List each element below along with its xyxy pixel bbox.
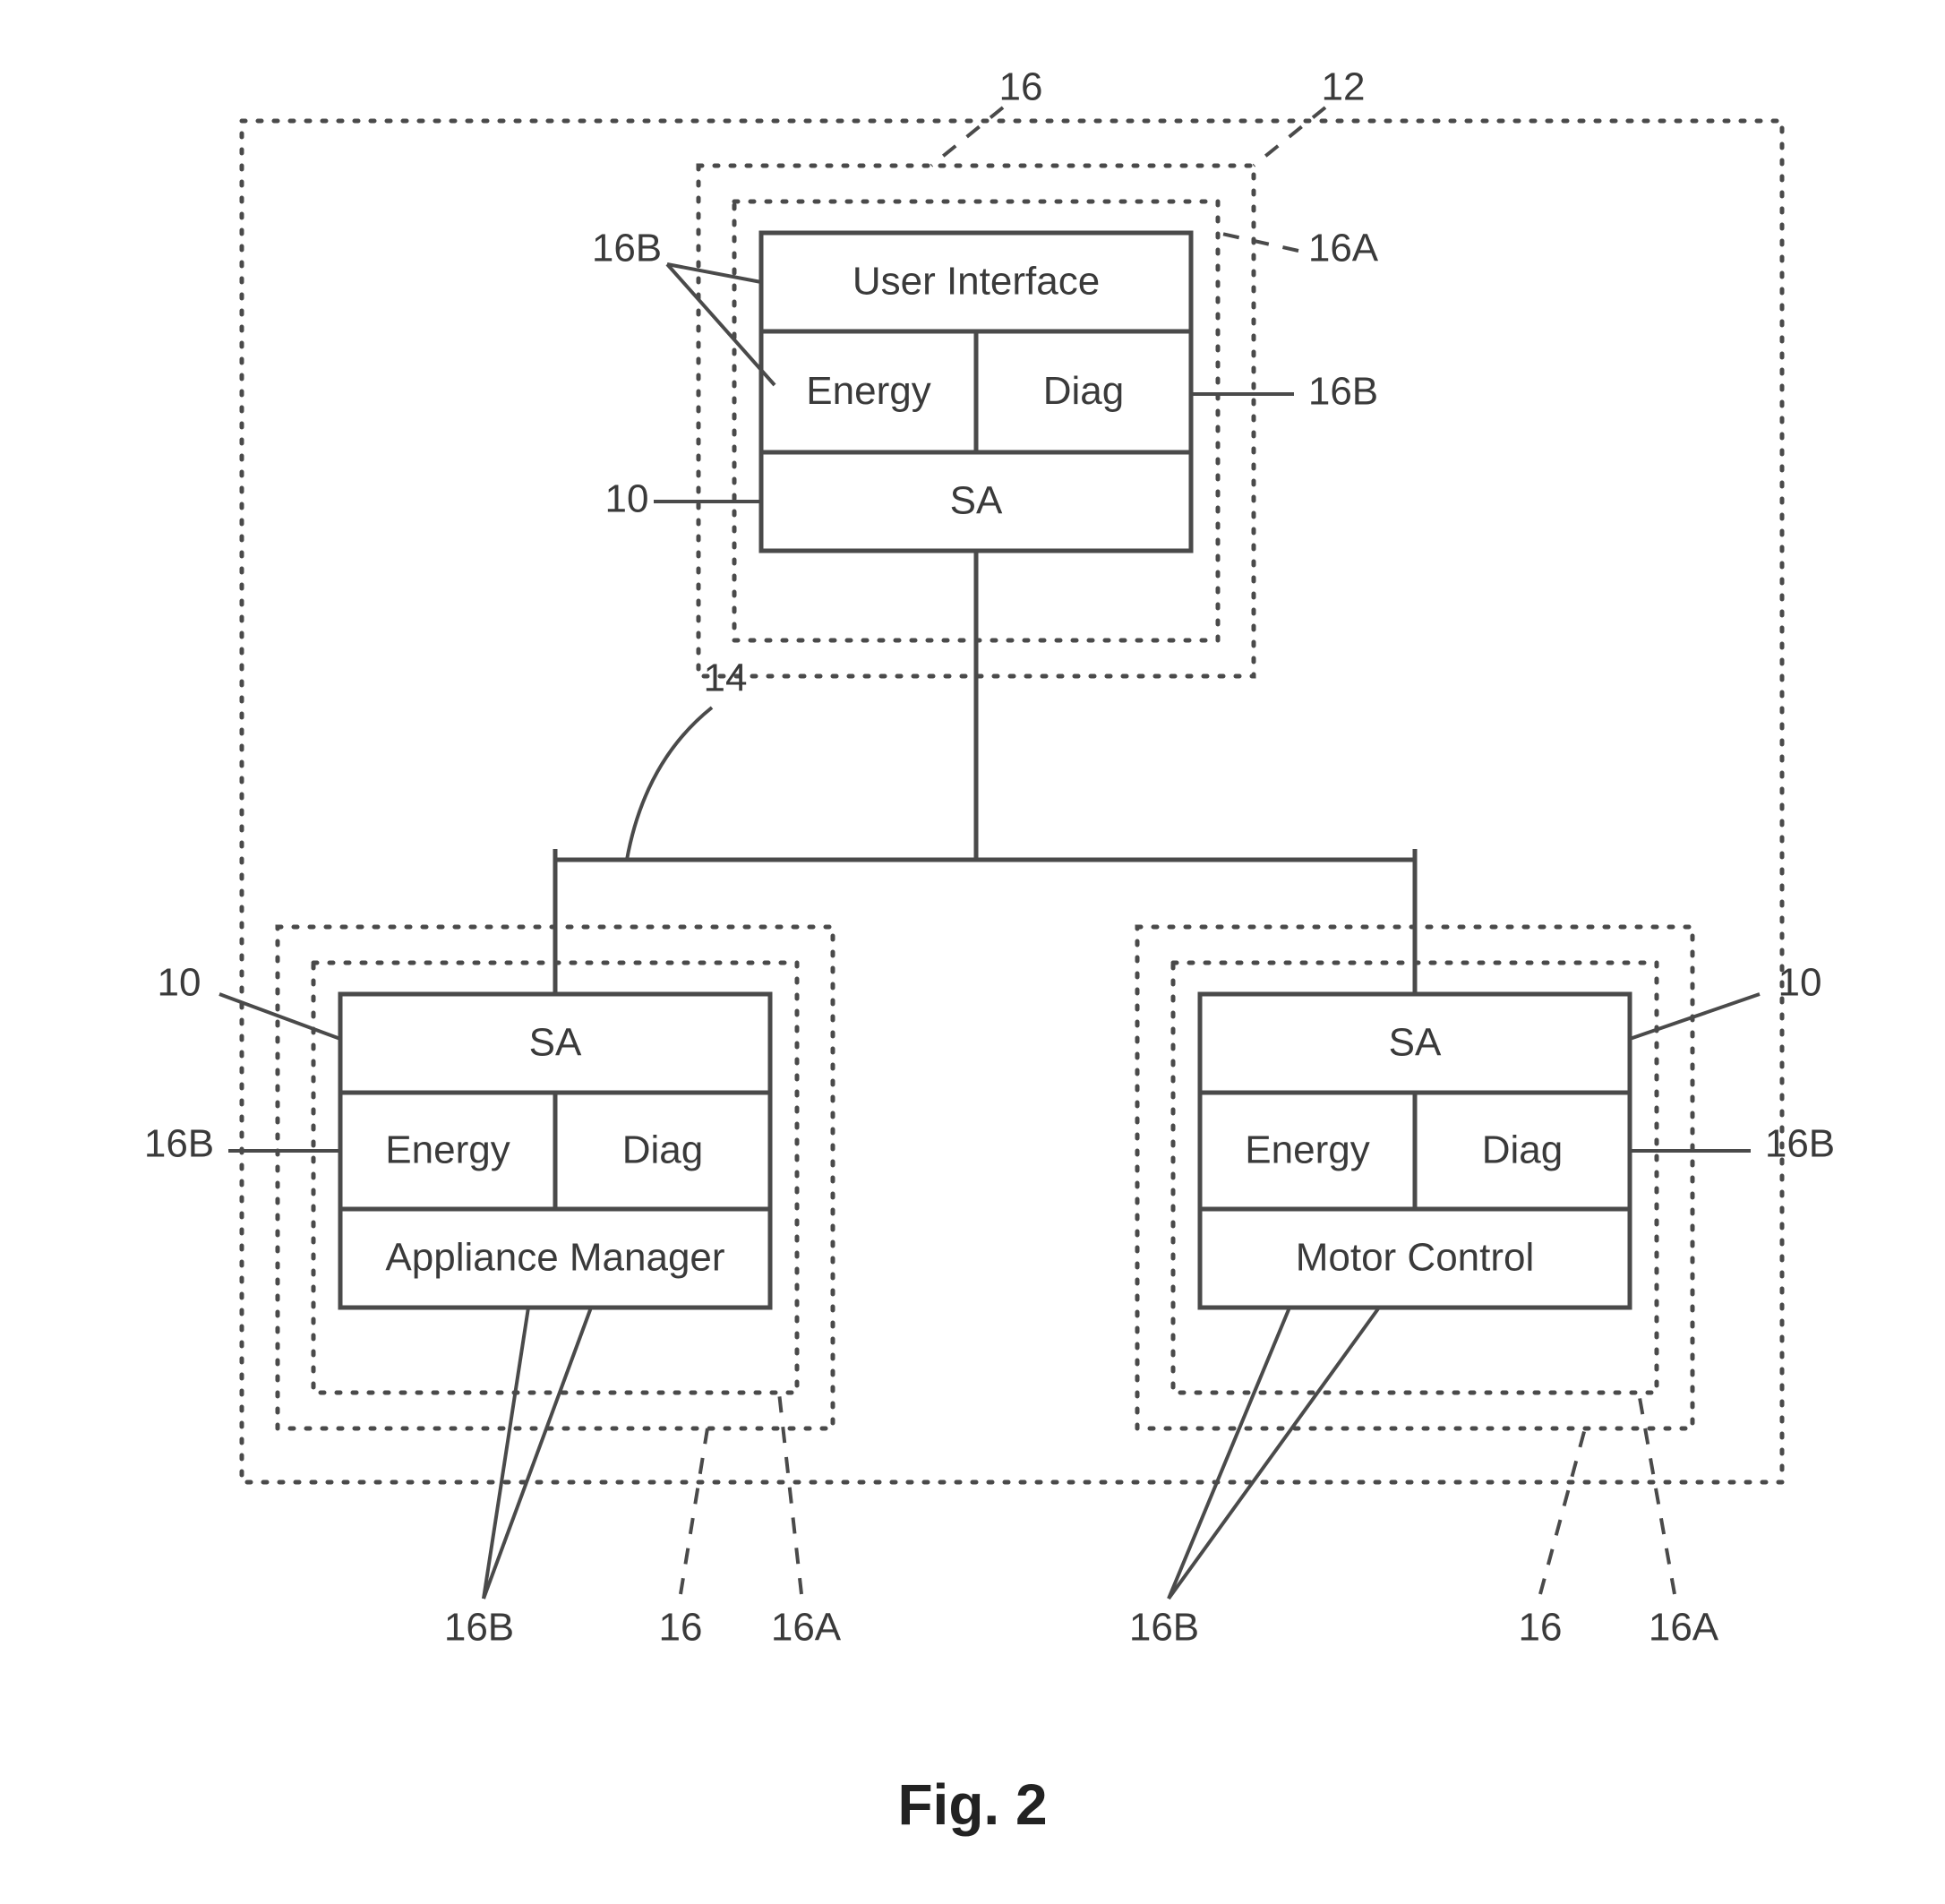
- lbl-16A-bl: 16A: [771, 1606, 842, 1650]
- lbl-16B-r: 16B: [1765, 1122, 1835, 1166]
- right-energy-cell-label: Energy: [1245, 1128, 1369, 1172]
- ld-16-bl: [681, 1428, 707, 1594]
- lbl-16-bl: 16: [659, 1606, 703, 1650]
- lbl-16B-l: 16B: [144, 1122, 214, 1166]
- lbl-16-br: 16: [1519, 1606, 1563, 1650]
- ld-16B-bl-2: [484, 1308, 591, 1599]
- top-ui-cell-label: User Interface: [853, 260, 1100, 304]
- ld-16-br: [1540, 1428, 1585, 1594]
- lbl-16B-br: 16B: [1129, 1606, 1199, 1650]
- left-appmgr-cell-label: Appliance Manager: [385, 1236, 724, 1280]
- top-energy-cell-label: Energy: [806, 369, 930, 413]
- ld-16A-bl: [779, 1393, 801, 1594]
- lbl-16A-top: 16A: [1308, 227, 1379, 270]
- right-sa-cell-label: SA: [1389, 1021, 1442, 1065]
- left-energy-cell-label: Energy: [385, 1128, 510, 1172]
- lbl-16A-br: 16A: [1649, 1606, 1719, 1650]
- figure-caption: Fig. 2: [897, 1772, 1047, 1837]
- top-diag-cell-label: Diag: [1043, 369, 1125, 413]
- lbl-10-r: 10: [1778, 961, 1822, 1005]
- ld-10-l: [219, 994, 340, 1039]
- lbl-14: 14: [704, 656, 748, 700]
- lbl-12: 12: [1322, 65, 1366, 109]
- ld-16B-bl-1: [484, 1308, 528, 1599]
- ld-16B-br-1: [1169, 1308, 1290, 1599]
- ld-16B-br-2: [1169, 1308, 1379, 1599]
- right-motor-cell-label: Motor Control: [1296, 1236, 1535, 1280]
- ld-14: [627, 708, 712, 860]
- left-sa-cell-label: SA: [529, 1021, 582, 1065]
- right-diag-cell-label: Diag: [1482, 1128, 1564, 1172]
- lbl-16-top: 16: [999, 65, 1043, 109]
- ld-12: [1254, 107, 1325, 166]
- lbl-10-top: 10: [605, 477, 649, 521]
- ld-16A-top: [1218, 233, 1298, 251]
- ld-16-top: [931, 107, 1003, 166]
- lbl-16B-bl: 16B: [444, 1606, 514, 1650]
- top-sa-cell-label: SA: [950, 479, 1003, 523]
- left-diag-cell-label: Diag: [622, 1128, 704, 1172]
- lbl-16B-top: 16B: [592, 227, 662, 270]
- lbl-10-l: 10: [158, 961, 201, 1005]
- ld-16A-br: [1639, 1393, 1675, 1594]
- lbl-16B-tr: 16B: [1308, 370, 1378, 414]
